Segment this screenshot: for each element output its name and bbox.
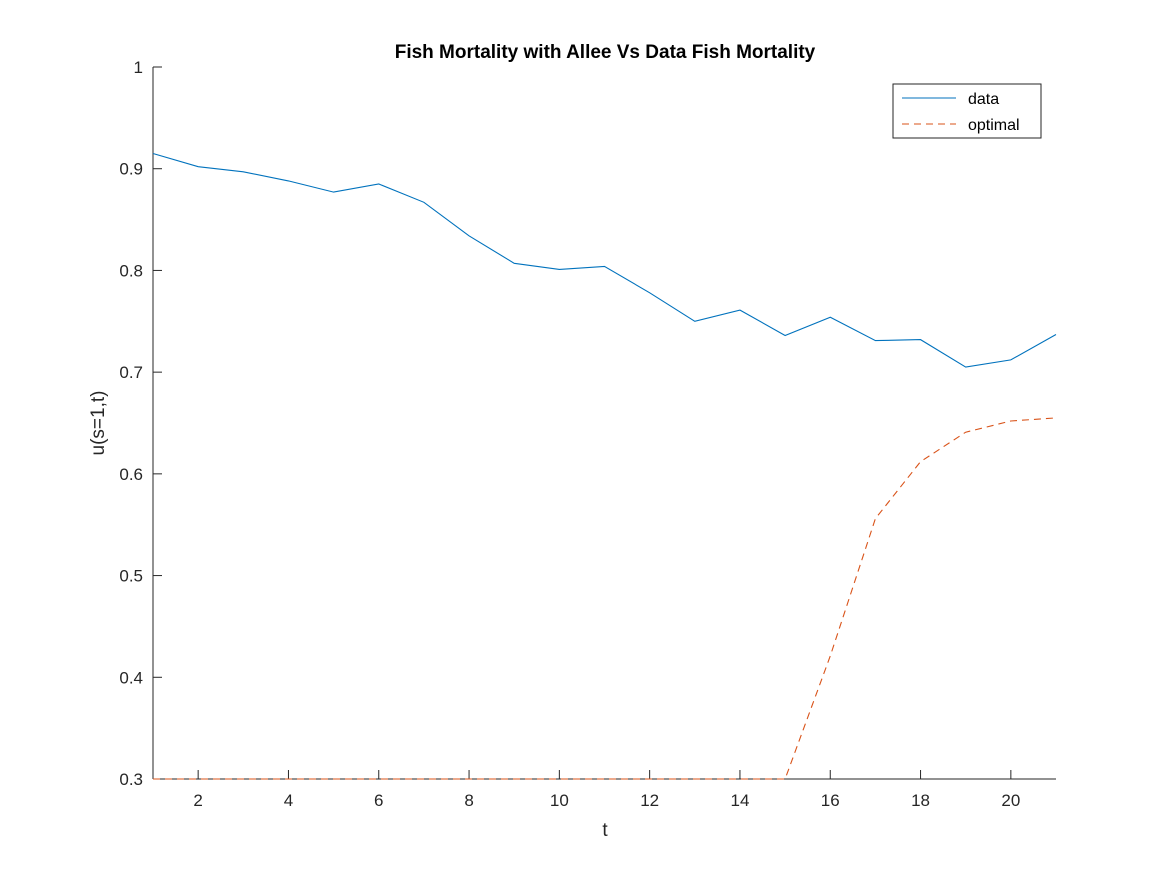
axes: 2 4 6 8 10 12 14 16 18 20 0.3 0.4 0.5 0.6 0.7 0.8 0.9 1 [119,58,1056,810]
y-tick-label: 0.8 [119,261,143,280]
x-tick-label: 4 [284,791,293,810]
legend-box [892,83,1042,139]
x-tick-label: 2 [193,791,202,810]
y-tick-label: 0.9 [119,160,143,179]
x-tick-label: 8 [464,791,473,810]
x-tick-label: 16 [821,791,840,810]
legend: data optimal [892,83,1042,139]
y-tick-label: 0.4 [119,668,143,687]
x-tick-label: 14 [730,791,749,810]
x-tick-label: 10 [550,791,569,810]
legend-label-data: data [968,91,999,108]
y-tick-label: 1 [134,58,143,77]
x-tick-label: 6 [374,791,383,810]
y-axis-label: u(s=1,t) [88,391,109,456]
chart-title: Fish Mortality with Allee Vs Data Fish M… [395,42,816,63]
y-tick-label: 0.5 [119,567,143,586]
x-axis-label: t [602,820,608,841]
x-tick-label: 12 [640,791,659,810]
y-tick-label: 0.7 [119,363,143,382]
legend-label-optimal: optimal [968,117,1020,134]
series-line-optimal [153,417,1057,780]
series-line-data [152,152,1057,368]
x-tick-label: 18 [911,791,930,810]
y-tick-label: 0.3 [119,770,143,789]
x-tick-label: 20 [1001,791,1020,810]
series-layer [152,152,1057,780]
y-tick-label: 0.6 [119,465,143,484]
